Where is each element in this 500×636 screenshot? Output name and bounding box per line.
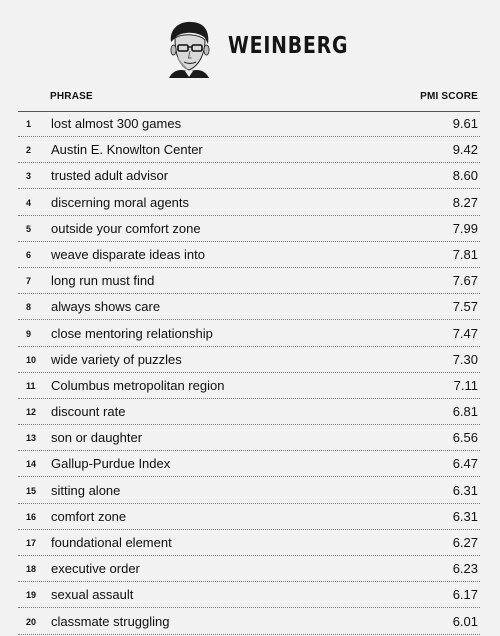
row-phrase: outside your comfort zone: [51, 220, 201, 236]
row-phrase: weave disparate ideas into: [51, 246, 205, 262]
row-rank: 14: [26, 459, 37, 470]
row-rank: 19: [26, 590, 37, 601]
row-pmi-score: 6.47: [452, 456, 478, 472]
row-phrase: close mentoring relationship: [51, 325, 213, 341]
row-phrase: wide variety of puzzles: [51, 351, 182, 367]
row-phrase: trusted adult advisor: [51, 168, 169, 184]
table-row: 20 classmate struggling 6.01: [18, 610, 480, 635]
row-rank: 6: [26, 249, 32, 260]
row-pmi-score: 8.60: [452, 168, 478, 184]
table-row: 6 weave disparate ideas into 7.81: [18, 243, 480, 268]
row-pmi-score: 7.67: [452, 273, 478, 289]
phrase-table: 1 lost almost 300 games 9.61 2 Austin E. Kno…: [18, 112, 480, 636]
row-rank: 7: [26, 276, 32, 287]
row-phrase: discerning moral agents: [51, 194, 190, 210]
table-row: 18 executive order 6.23: [18, 557, 480, 583]
row-phrase: Austin E. Knowlton Center: [51, 142, 203, 158]
row-pmi-score: 6.31: [452, 508, 478, 524]
table-row: 3 trusted adult advisor 8.60: [18, 164, 480, 190]
row-rank: 17: [26, 538, 37, 548]
row-rank: 5: [26, 223, 32, 234]
table-row: 2 Austin E. Knowlton Center 9.42: [18, 138, 480, 164]
table-row: 14 Gallup-Purdue Index 6.47: [18, 452, 480, 478]
table-row: 11 Columbus metropolitan region 7.11: [18, 374, 480, 399]
row-phrase: foundational element: [51, 535, 172, 550]
portrait-icon: [169, 21, 210, 78]
row-rank: 1: [26, 119, 32, 129]
row-pmi-score: 9.42: [452, 142, 478, 158]
table-row: 4 discerning moral agents 8.27: [18, 191, 480, 216]
table-row: 10 wide variety of puzzles 7.30: [18, 348, 480, 373]
row-pmi-score: 6.27: [452, 535, 478, 550]
row-rank: 4: [26, 197, 32, 208]
row-pmi-score: 6.56: [452, 430, 478, 446]
row-rank: 2: [26, 145, 32, 156]
row-phrase: classmate struggling: [51, 613, 170, 629]
row-rank: 11: [26, 380, 36, 391]
row-pmi-score: 6.31: [452, 482, 478, 498]
row-rank: 20: [26, 616, 37, 627]
row-phrase: Gallup-Purdue Index: [51, 456, 171, 472]
row-rank: 16: [26, 511, 37, 522]
header-divider: [18, 111, 480, 112]
row-phrase: comfort zone: [51, 508, 127, 524]
row-rank: 18: [26, 564, 37, 575]
header: WEINBERG: [0, 14, 500, 84]
row-pmi-score: 7.47: [452, 325, 478, 341]
row-rank: 15: [26, 485, 37, 496]
subject-name: WEINBERG: [228, 33, 349, 59]
table-row: 7 long run must find 7.67: [18, 269, 480, 295]
row-phrase: executive order: [51, 561, 140, 577]
table-row: 19 sexual assault 6.17: [18, 583, 480, 609]
table-row: 15 sitting alone 6.31: [18, 479, 480, 504]
row-phrase: always shows care: [51, 299, 161, 315]
row-rank: 9: [26, 328, 32, 339]
row-phrase: lost almost 300 games: [51, 116, 182, 131]
row-rank: 10: [26, 354, 37, 365]
table-row: 8 always shows care 7.57: [18, 295, 480, 321]
column-header-phrase: PHRASE: [50, 91, 93, 102]
table-row: 9 close mentoring relationship 7.47: [18, 322, 480, 347]
table-row: 17 foundational element 6.27: [18, 531, 480, 556]
table-row: 5 outside your comfort zone 7.99: [18, 217, 480, 242]
row-pmi-score: 7.11: [453, 377, 478, 393]
row-pmi-score: 7.57: [452, 299, 478, 315]
row-pmi-score: 6.23: [452, 561, 478, 577]
row-phrase: son or daughter: [51, 430, 143, 446]
row-pmi-score: 7.81: [452, 246, 478, 262]
row-pmi-score: 6.17: [452, 587, 478, 603]
row-pmi-score: 8.27: [452, 194, 478, 210]
row-phrase: sitting alone: [51, 482, 121, 498]
row-pmi-score: 6.01: [452, 613, 478, 629]
column-header-score: PMI SCORE: [420, 91, 478, 102]
row-phrase: Columbus metropolitan region: [51, 377, 225, 393]
row-pmi-score: 9.61: [452, 116, 478, 131]
row-phrase: long run must find: [51, 273, 155, 289]
row-rank: 3: [26, 171, 32, 182]
row-rank: 13: [26, 433, 37, 444]
table-row: 12 discount rate 6.81: [18, 400, 480, 426]
row-phrase: discount rate: [51, 404, 126, 420]
row-rank: 12: [26, 407, 37, 418]
row-rank: 8: [26, 302, 32, 313]
row-pmi-score: 7.99: [452, 220, 478, 236]
row-pmi-score: 6.81: [452, 404, 478, 420]
row-pmi-score: 7.30: [452, 351, 478, 367]
table-row: 1 lost almost 300 games 9.61: [18, 112, 480, 137]
row-phrase: sexual assault: [51, 587, 134, 603]
table-row: 13 son or daughter 6.56: [18, 426, 480, 452]
table-row: 16 comfort zone 6.31: [18, 505, 480, 530]
